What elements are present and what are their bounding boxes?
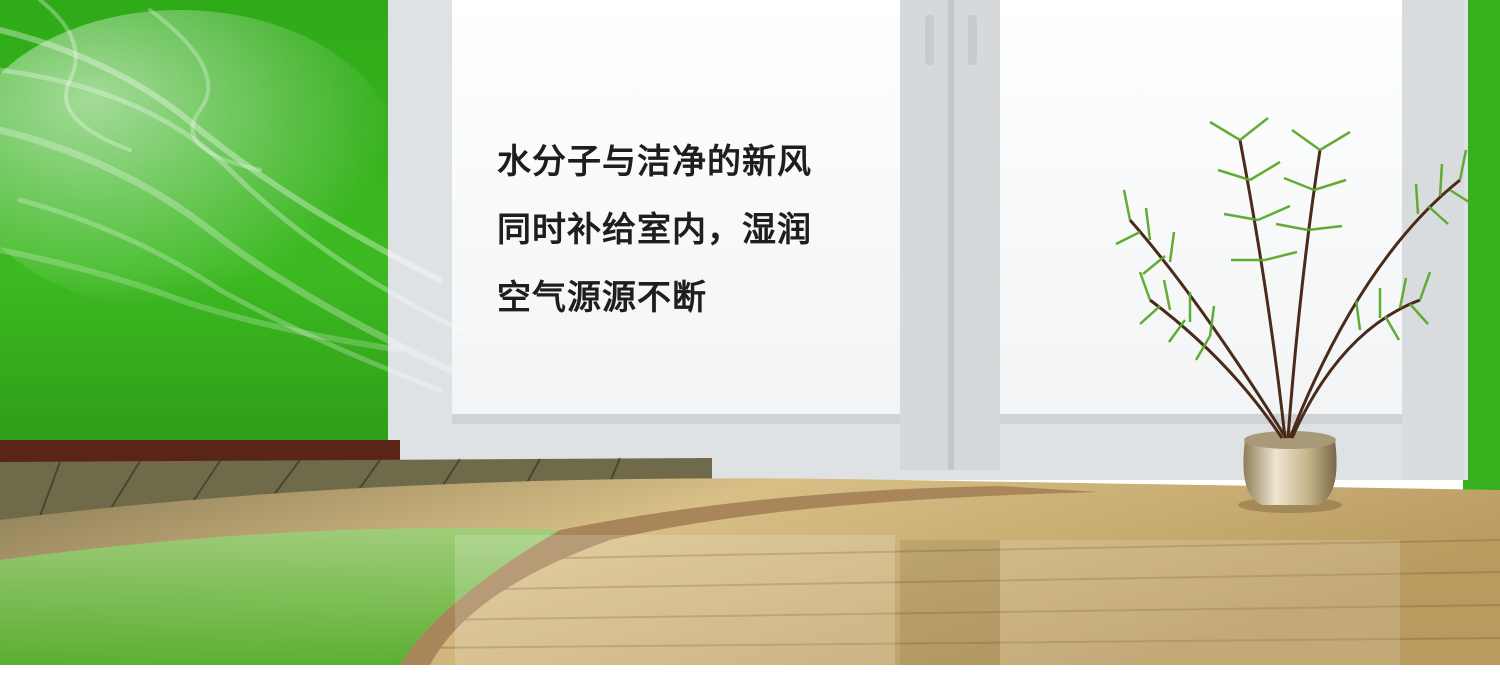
- headline-line-3: 空气源源不断: [497, 278, 707, 318]
- headline: 水分子与洁净的新风 同时补给室内，湿润 空气源源不断: [497, 128, 917, 332]
- headline-line-2: 同时补给室内，湿润: [497, 210, 812, 250]
- bottom-strip: [0, 665, 1500, 674]
- potted-plant: [1115, 117, 1473, 513]
- headline-line-1: 水分子与洁净的新风: [497, 142, 812, 182]
